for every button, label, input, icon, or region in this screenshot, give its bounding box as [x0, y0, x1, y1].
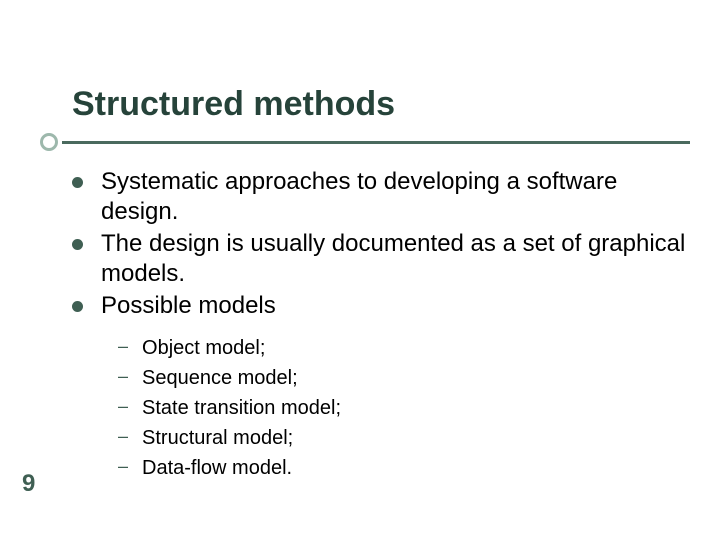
- sub-text: Object model;: [142, 335, 265, 361]
- rule-dot-icon: [40, 133, 58, 151]
- title-rule: [40, 133, 720, 153]
- dash-icon: –: [118, 365, 128, 388]
- bullet-icon: [72, 301, 83, 312]
- list-item: Systematic approaches to developing a so…: [72, 167, 690, 227]
- main-list: Systematic approaches to developing a so…: [72, 167, 690, 321]
- dash-icon: –: [118, 335, 128, 358]
- list-item: – Object model;: [118, 335, 690, 361]
- dash-icon: –: [118, 425, 128, 448]
- content-area: Systematic approaches to developing a so…: [0, 167, 720, 481]
- list-item: Possible models: [72, 291, 690, 321]
- list-item: – Data-flow model.: [118, 455, 690, 481]
- sub-text: Structural model;: [142, 425, 293, 451]
- dash-icon: –: [118, 395, 128, 418]
- sub-list: – Object model; – Sequence model; – Stat…: [118, 335, 690, 481]
- bullet-icon: [72, 239, 83, 250]
- list-item: – Structural model;: [118, 425, 690, 451]
- main-text: Systematic approaches to developing a so…: [101, 167, 690, 227]
- sub-text: Data-flow model.: [142, 455, 292, 481]
- slide: Structured methods Systematic approaches…: [0, 0, 720, 540]
- main-text: The design is usually documented as a se…: [101, 229, 690, 289]
- sub-text: Sequence model;: [142, 365, 298, 391]
- slide-title: Structured methods: [72, 86, 720, 123]
- rule-line: [62, 141, 690, 144]
- list-item: The design is usually documented as a se…: [72, 229, 690, 289]
- title-area: Structured methods: [0, 86, 720, 123]
- dash-icon: –: [118, 455, 128, 478]
- main-text: Possible models: [101, 291, 276, 321]
- sub-text: State transition model;: [142, 395, 341, 421]
- page-number: 9: [22, 470, 35, 498]
- bullet-icon: [72, 177, 83, 188]
- list-item: – State transition model;: [118, 395, 690, 421]
- list-item: – Sequence model;: [118, 365, 690, 391]
